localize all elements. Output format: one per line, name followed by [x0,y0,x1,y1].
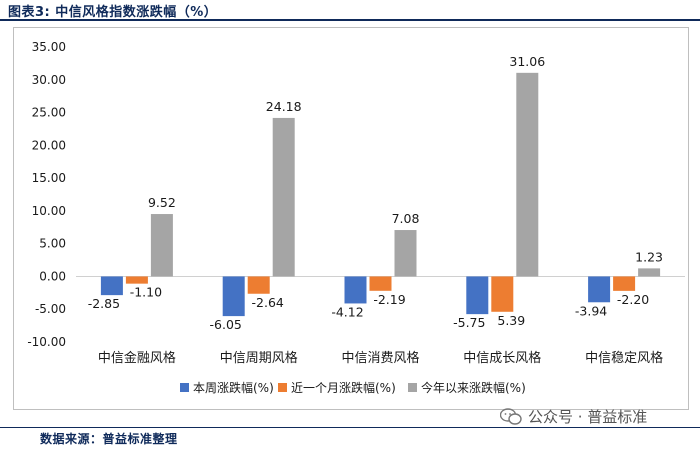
bar-series-2 [369,276,392,291]
bar-series-2 [247,276,270,294]
watermark-text: 公众号 · 普益标准 [528,408,648,426]
y-tick-label: 0.00 [39,269,66,283]
y-tick-label: 10.00 [32,204,66,218]
data-label: -2.19 [373,292,405,307]
bar-series-2 [491,276,514,312]
data-label: -4.12 [331,304,363,319]
header-rule [0,19,700,21]
legend-label: 近一个月涨跌幅(%) [291,380,396,395]
y-tick-label: 20.00 [32,138,66,152]
bar-series-3 [516,72,539,277]
bar-series-3 [272,117,295,277]
figure-caption: 图表3: 中信风格指数涨跌幅（%） [8,5,218,20]
legend-swatch [408,383,417,392]
data-label: 7.08 [392,211,420,226]
data-label: -6.05 [210,317,242,332]
x-category-label: 中信成长风格 [463,350,541,366]
source-note: 数据来源：普益标准整理 [40,432,178,446]
data-label: -2.85 [88,296,120,311]
legend-label: 今年以来涨跌幅(%) [421,380,526,395]
bar-series-1 [222,276,245,317]
data-label: 31.06 [509,54,545,69]
data-label: -5.75 [453,315,485,330]
y-tick-label: 15.00 [32,171,66,185]
bar-series-2 [613,276,636,291]
bar-series-3 [638,268,661,277]
data-label: -2.64 [252,295,284,310]
data-label: 5.39 [497,313,525,328]
y-tick-label: 35.00 [32,40,66,54]
figure-header: 图表3: 中信风格指数涨跌幅（%） [0,0,700,21]
y-tick-label: 5.00 [39,237,66,251]
bar-series-3 [150,214,173,277]
data-label: 9.52 [148,195,176,210]
y-tick-label: -5.00 [35,302,66,316]
footer-rule [0,427,700,428]
x-category-label: 中信消费风格 [341,350,419,366]
data-label: -1.10 [130,285,162,300]
legend-swatch [180,383,189,392]
data-label: -3.94 [575,303,607,318]
x-category-label: 中信金融风格 [98,350,176,366]
bar-series-1 [588,276,611,303]
legend-swatch [278,383,287,392]
watermark: 公众号 · 普益标准 [500,406,647,427]
y-tick-label: 30.00 [32,73,66,87]
wechat-icon [500,408,522,425]
x-category-label: 中信周期风格 [220,350,298,366]
data-label: 24.18 [266,99,302,114]
data-label: 1.23 [635,249,663,264]
chart-frame [13,27,689,410]
data-label: -2.20 [617,292,649,307]
x-category-label: 中信稳定风格 [585,350,663,366]
y-tick-label: 25.00 [32,106,66,120]
bar-series-1 [100,276,123,296]
bar-series-1 [344,276,367,304]
bar-series-3 [394,230,417,277]
y-tick-label: -10.00 [27,335,66,349]
legend-label: 本周涨跌幅(%) [193,380,274,395]
bar-series-1 [466,276,489,315]
bar-series-2 [125,276,148,284]
